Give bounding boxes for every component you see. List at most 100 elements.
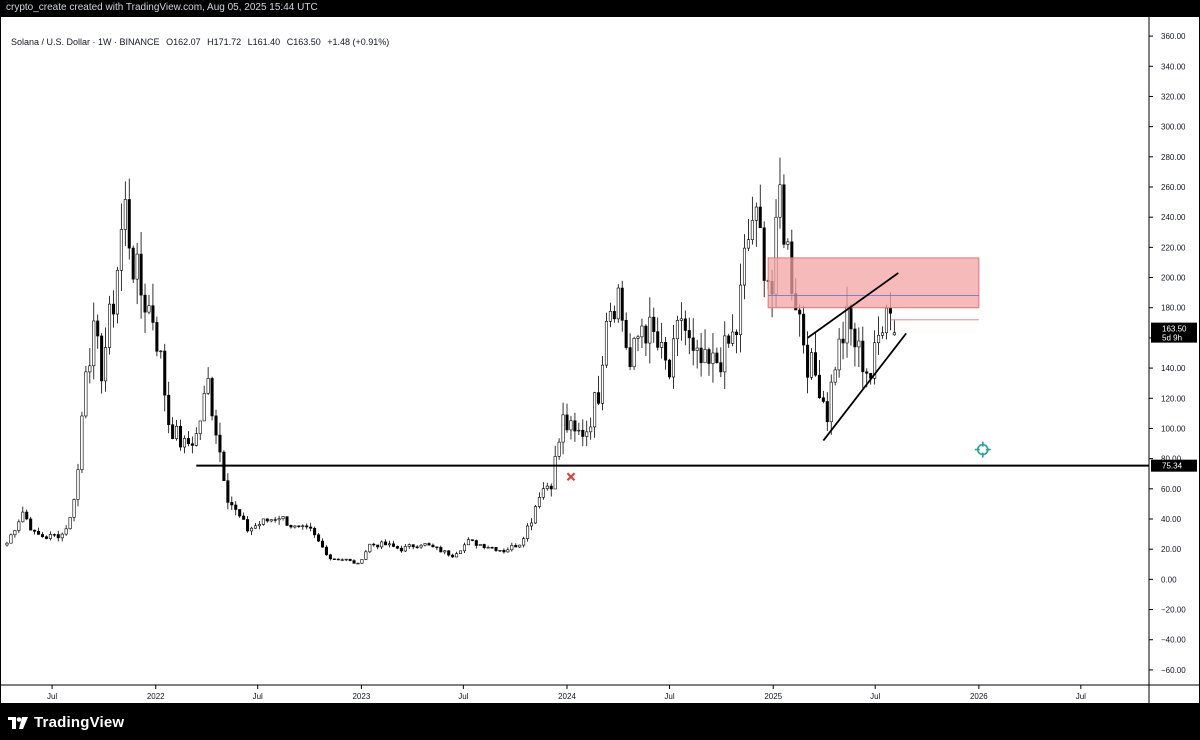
candle-body bbox=[175, 425, 179, 439]
candle-body bbox=[388, 543, 392, 546]
candle-body bbox=[608, 311, 612, 322]
candle-body bbox=[561, 414, 565, 443]
candle-body bbox=[131, 247, 135, 280]
candle-body bbox=[711, 352, 715, 364]
candle-body bbox=[853, 328, 857, 348]
candle-body bbox=[865, 371, 869, 374]
tradingview-logo-icon bbox=[8, 716, 28, 729]
x-marker-icon[interactable] bbox=[566, 472, 576, 481]
candle-body bbox=[616, 287, 620, 320]
chart-frame[interactable]: Solana / U.S. Dollar · 1W · BINANCE O162… bbox=[0, 16, 1200, 704]
candle-body bbox=[40, 534, 45, 538]
symbol-legend: Solana / U.S. Dollar · 1W · BINANCE O162… bbox=[11, 37, 389, 47]
candle-body bbox=[671, 338, 676, 378]
candle-body bbox=[372, 543, 376, 546]
candles-layer bbox=[5, 157, 896, 565]
candle-body bbox=[135, 253, 139, 280]
current-price-label: 163.50 bbox=[1162, 325, 1187, 334]
candle-body bbox=[80, 415, 84, 470]
candle-body bbox=[435, 546, 439, 548]
candle-body bbox=[660, 341, 664, 348]
price-chart[interactable]: −60.00 −40.00 −20.00 0.00 20.00 40.00 60.00 80.… bbox=[1, 17, 1199, 703]
candle-body bbox=[9, 534, 13, 544]
candle-body bbox=[115, 269, 119, 315]
time-tick-label: Jul bbox=[1076, 692, 1086, 701]
current-price-badge bbox=[1151, 322, 1197, 343]
candle-body bbox=[344, 558, 348, 561]
candle-body bbox=[478, 544, 482, 546]
candle-body bbox=[37, 531, 41, 535]
wedge-lower-trendline[interactable] bbox=[822, 332, 907, 442]
resistance-zone[interactable] bbox=[767, 257, 980, 309]
target-crosshair-icon[interactable] bbox=[974, 441, 991, 458]
support-price-label: 75.34 bbox=[1162, 462, 1183, 471]
candle-body bbox=[577, 429, 581, 432]
candle-body bbox=[249, 527, 254, 532]
candle-body bbox=[699, 347, 703, 364]
candle-body bbox=[447, 550, 451, 556]
candle-body bbox=[490, 547, 494, 549]
candle-body bbox=[167, 394, 171, 426]
candle-body bbox=[206, 378, 210, 394]
candle-body bbox=[84, 371, 88, 417]
candle-body bbox=[514, 545, 518, 548]
candle-body bbox=[553, 456, 557, 490]
time-tick-label: Jul bbox=[870, 692, 880, 701]
candle-body bbox=[892, 332, 896, 336]
candle-body bbox=[841, 338, 845, 344]
ohlc-change: +1.48 (+0.91%) bbox=[327, 37, 390, 47]
candle-body bbox=[849, 305, 853, 330]
wedge-upper-trendline[interactable] bbox=[807, 272, 899, 339]
candle-body bbox=[597, 392, 601, 404]
price-tick-label: −60.00 bbox=[1161, 666, 1186, 675]
candle-body bbox=[502, 549, 506, 553]
candle-body bbox=[628, 347, 632, 368]
candle-body bbox=[277, 518, 281, 521]
candle-body bbox=[403, 546, 407, 552]
candle-body bbox=[33, 529, 37, 532]
price-tick-label: 320.00 bbox=[1161, 92, 1186, 101]
candle-body bbox=[411, 544, 415, 548]
candle-body bbox=[376, 544, 380, 548]
candle-body bbox=[541, 488, 545, 498]
candle-body bbox=[293, 525, 297, 528]
candle-body bbox=[529, 522, 534, 527]
price-tick-label: 140.00 bbox=[1161, 364, 1186, 373]
candle-body bbox=[273, 519, 277, 521]
candle-body bbox=[798, 309, 802, 315]
candle-body bbox=[731, 331, 735, 344]
price-tick-label: 180.00 bbox=[1161, 304, 1186, 313]
candle-body bbox=[585, 431, 589, 437]
candle-body bbox=[324, 546, 328, 556]
candle-body bbox=[888, 307, 892, 314]
candle-body bbox=[246, 519, 250, 532]
candle-body bbox=[786, 241, 790, 245]
candle-body bbox=[238, 509, 242, 517]
candle-body bbox=[285, 516, 289, 526]
candle-body bbox=[68, 517, 72, 530]
candle-body bbox=[265, 518, 269, 522]
candle-body bbox=[829, 381, 833, 423]
candle-body bbox=[25, 511, 29, 520]
drawings-layer[interactable] bbox=[196, 257, 1149, 481]
candle-body bbox=[147, 305, 151, 313]
time-tick-label: 2024 bbox=[558, 692, 576, 701]
candle-body bbox=[640, 325, 644, 338]
price-tick-label: 120.00 bbox=[1161, 394, 1186, 403]
candle-body bbox=[44, 536, 48, 539]
candle-body bbox=[624, 320, 628, 348]
candle-body bbox=[683, 318, 687, 331]
candle-body bbox=[281, 516, 285, 519]
tradingview-logo[interactable]: TradingView bbox=[8, 714, 124, 731]
candle-body bbox=[104, 347, 108, 382]
candle-body bbox=[210, 378, 214, 417]
candle-body bbox=[486, 547, 490, 549]
candle-body bbox=[328, 554, 332, 560]
candle-body bbox=[762, 227, 766, 281]
price-tick-label: −40.00 bbox=[1161, 636, 1186, 645]
candle-body bbox=[510, 545, 514, 551]
candle-body bbox=[214, 415, 218, 436]
time-tick-label: 2022 bbox=[147, 692, 165, 701]
candle-body bbox=[72, 499, 76, 518]
candle-body bbox=[297, 525, 301, 527]
